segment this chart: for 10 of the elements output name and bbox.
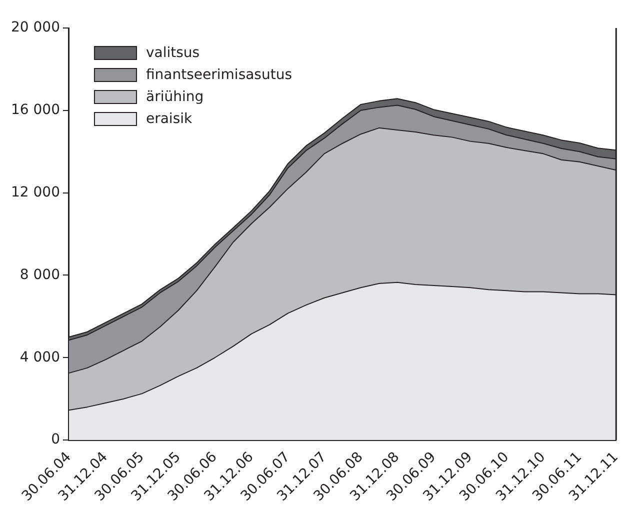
y-tick-label: 0: [51, 432, 60, 448]
y-tick-label: 8 000: [20, 266, 60, 283]
y-tick-label: 20 000: [10, 20, 60, 36]
y-tick-label: 12 000: [10, 184, 60, 200]
y-tick-label: 16 000: [10, 102, 60, 118]
legend-label: valitsus: [146, 45, 200, 62]
legend-label: finantseerimisasutus: [146, 67, 292, 84]
y-tick-label: 4 000: [20, 349, 60, 366]
legend-label: eraisik: [146, 111, 194, 128]
legend-label: äriühing: [146, 89, 204, 106]
